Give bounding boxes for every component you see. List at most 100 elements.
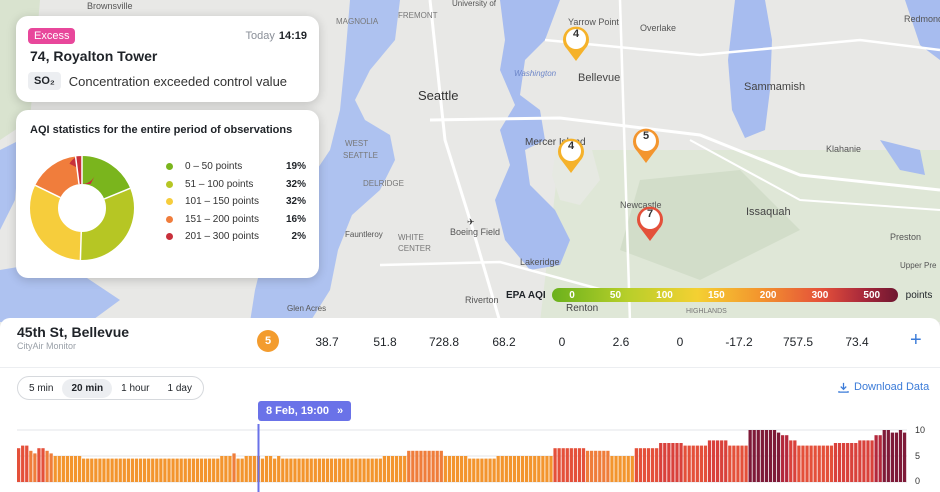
map-pin[interactable]: 4 bbox=[561, 24, 591, 62]
aqi-bar[interactable] bbox=[82, 458, 86, 482]
aqi-bar[interactable] bbox=[90, 458, 94, 482]
aqi-bar[interactable] bbox=[841, 443, 846, 482]
date-marker-tag[interactable]: 8 Feb, 19:00 » bbox=[258, 401, 352, 421]
aqi-bar[interactable] bbox=[581, 448, 586, 482]
aqi-bar[interactable] bbox=[728, 445, 732, 482]
aqi-bar[interactable] bbox=[488, 458, 492, 482]
aqi-bar[interactable] bbox=[500, 456, 504, 482]
aqi-bar[interactable] bbox=[898, 430, 903, 482]
aqi-bar[interactable] bbox=[520, 456, 525, 482]
aqi-bar[interactable] bbox=[382, 456, 387, 482]
aqi-bar[interactable] bbox=[533, 456, 537, 482]
aqi-bar[interactable] bbox=[130, 458, 135, 482]
aqi-bar[interactable] bbox=[297, 458, 301, 482]
aqi-bar[interactable] bbox=[273, 458, 277, 482]
aqi-bar[interactable] bbox=[224, 456, 228, 482]
aqi-bar[interactable] bbox=[590, 450, 594, 482]
aqi-bar[interactable] bbox=[69, 456, 74, 482]
aqi-bar[interactable] bbox=[642, 448, 647, 482]
aqi-bar[interactable] bbox=[602, 450, 606, 482]
aqi-bar[interactable] bbox=[659, 443, 663, 482]
aqi-bar[interactable] bbox=[862, 440, 866, 482]
aqi-bar[interactable] bbox=[159, 458, 163, 482]
aqi-bar[interactable] bbox=[191, 458, 196, 482]
aqi-bar[interactable] bbox=[305, 458, 309, 482]
aqi-bar[interactable] bbox=[801, 445, 805, 482]
aqi-bar[interactable] bbox=[110, 458, 114, 482]
aqi-bar[interactable] bbox=[529, 456, 533, 482]
aqi-bar[interactable] bbox=[49, 453, 53, 482]
add-icon[interactable]: + bbox=[910, 329, 922, 351]
aqi-bar[interactable] bbox=[163, 458, 167, 482]
aqi-bar[interactable] bbox=[244, 456, 248, 482]
aqi-bar[interactable] bbox=[817, 445, 821, 482]
aqi-bar[interactable] bbox=[573, 448, 578, 482]
aqi-bar[interactable] bbox=[167, 458, 171, 482]
aqi-bar[interactable] bbox=[679, 443, 683, 482]
aqi-bar[interactable] bbox=[537, 456, 541, 482]
aqi-bar[interactable] bbox=[61, 456, 65, 482]
aqi-bar[interactable] bbox=[73, 456, 78, 482]
aqi-bar[interactable] bbox=[366, 458, 370, 482]
aqi-bar[interactable] bbox=[492, 458, 496, 482]
aqi-bar[interactable] bbox=[894, 432, 899, 482]
aqi-bar[interactable] bbox=[468, 458, 472, 482]
aqi-bar[interactable] bbox=[821, 445, 825, 482]
aqi-bar[interactable] bbox=[760, 430, 764, 482]
aqi-bar[interactable] bbox=[171, 458, 175, 482]
aqi-bar[interactable] bbox=[524, 456, 529, 482]
aqi-bar[interactable] bbox=[447, 456, 452, 482]
aqi-bar[interactable] bbox=[333, 458, 338, 482]
aqi-bar[interactable] bbox=[606, 450, 610, 482]
aqi-bar[interactable] bbox=[29, 450, 33, 482]
aqi-bar[interactable] bbox=[358, 458, 362, 482]
interval-20min-button[interactable]: 20 min bbox=[62, 378, 113, 398]
aqi-bar[interactable] bbox=[285, 458, 289, 482]
aqi-bar[interactable] bbox=[890, 432, 894, 482]
aqi-bar[interactable] bbox=[691, 445, 695, 482]
aqi-bar[interactable] bbox=[541, 456, 545, 482]
map-pin[interactable]: 4 bbox=[556, 136, 586, 174]
aqi-bar[interactable] bbox=[882, 430, 886, 482]
aqi-bar[interactable] bbox=[33, 453, 37, 482]
aqi-bar[interactable] bbox=[776, 432, 781, 482]
aqi-bar[interactable] bbox=[598, 450, 602, 482]
aqi-bar[interactable] bbox=[732, 445, 736, 482]
aqi-bar[interactable] bbox=[126, 458, 130, 482]
aqi-bar[interactable] bbox=[86, 458, 90, 482]
alert-card[interactable]: Excess Today 14:19 74, Royalton Tower SO₂… bbox=[16, 16, 319, 102]
aqi-bar[interactable] bbox=[289, 458, 293, 482]
aqi-bar[interactable] bbox=[833, 443, 838, 482]
aqi-bar[interactable] bbox=[106, 458, 110, 482]
interval-5min-button[interactable]: 5 min bbox=[29, 382, 54, 394]
aqi-bar[interactable] bbox=[484, 458, 488, 482]
aqi-bar[interactable] bbox=[102, 458, 106, 482]
aqi-bar[interactable] bbox=[809, 445, 813, 482]
aqi-bar[interactable] bbox=[667, 443, 671, 482]
aqi-bar[interactable] bbox=[94, 458, 98, 482]
aqi-bar[interactable] bbox=[837, 443, 842, 482]
aqi-bar[interactable] bbox=[142, 458, 147, 482]
aqi-bar[interactable] bbox=[768, 430, 773, 482]
aqi-bar[interactable] bbox=[179, 458, 183, 482]
aqi-bar[interactable] bbox=[618, 456, 622, 482]
aqi-bar[interactable] bbox=[512, 456, 517, 482]
aqi-bar[interactable] bbox=[772, 430, 777, 482]
aqi-bar[interactable] bbox=[342, 458, 346, 482]
aqi-bar[interactable] bbox=[874, 435, 878, 482]
aqi-bar[interactable] bbox=[622, 456, 626, 482]
aqi-bar[interactable] bbox=[663, 443, 667, 482]
aqi-bar[interactable] bbox=[443, 456, 447, 482]
aqi-bar[interactable] bbox=[683, 445, 687, 482]
aqi-bar[interactable] bbox=[228, 456, 232, 482]
aqi-bar[interactable] bbox=[394, 456, 399, 482]
aqi-bar[interactable] bbox=[610, 456, 614, 482]
aqi-bar[interactable] bbox=[151, 458, 155, 482]
aqi-bar[interactable] bbox=[756, 430, 760, 482]
aqi-bar[interactable] bbox=[313, 458, 317, 482]
aqi-bar[interactable] bbox=[886, 430, 890, 482]
aqi-bar[interactable] bbox=[655, 448, 659, 482]
aqi-bar[interactable] bbox=[232, 453, 236, 482]
aqi-bar[interactable] bbox=[370, 458, 374, 482]
aqi-bar[interactable] bbox=[386, 456, 391, 482]
